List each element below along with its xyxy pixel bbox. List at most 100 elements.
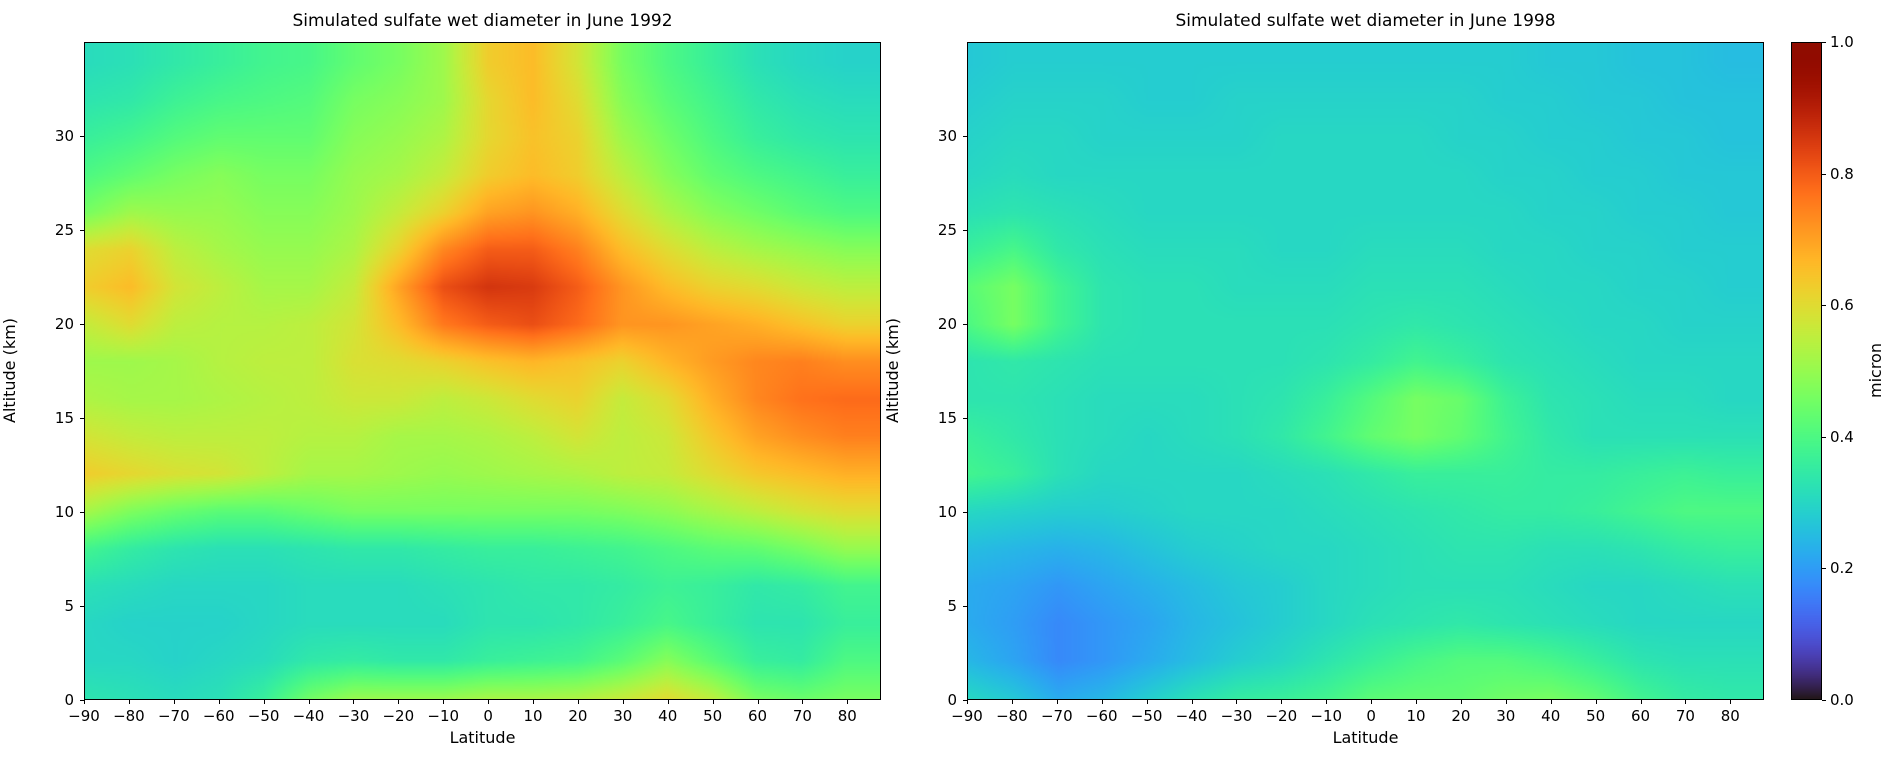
x-tick-label: 50 bbox=[1586, 707, 1606, 725]
x-tick-mark bbox=[353, 700, 355, 704]
x-tick-mark bbox=[1505, 700, 1507, 704]
x-tick-mark bbox=[1191, 700, 1193, 704]
y-tick-mark bbox=[80, 512, 84, 513]
y-tick-label: 5 bbox=[947, 597, 957, 615]
colorbar-tick-label: 0.2 bbox=[1830, 559, 1854, 578]
y-tick-label: 30 bbox=[54, 127, 74, 145]
colorbar-tick-labels: 1.0 0.8 0.6 0.4 0.2 0.0 bbox=[1822, 33, 1882, 709]
x-tick-label: 10 bbox=[1406, 707, 1426, 725]
y-tick-mark bbox=[963, 512, 967, 513]
x-tick-label: 80 bbox=[837, 707, 857, 725]
x-tick-label: −10 bbox=[1310, 707, 1343, 725]
heatmap-1992 bbox=[84, 42, 881, 700]
x-tick-mark bbox=[84, 700, 85, 704]
x-tick-label: 20 bbox=[1451, 707, 1471, 725]
y-tick-label: 5 bbox=[64, 597, 74, 615]
x-tick-label: 60 bbox=[1630, 707, 1651, 725]
y-axis-label-1998: Altitude (km) bbox=[883, 318, 902, 424]
x-tick-label: −90 bbox=[68, 707, 100, 725]
y-tick-label: 25 bbox=[937, 221, 957, 239]
y-tick-label: 30 bbox=[937, 127, 957, 145]
x-tick-mark bbox=[622, 700, 624, 704]
x-tick-mark bbox=[1730, 700, 1732, 704]
x-tick-label: −80 bbox=[996, 707, 1028, 725]
y-tick-label: 20 bbox=[937, 315, 957, 333]
x-tick-mark bbox=[577, 700, 579, 704]
y-tick-label: 0 bbox=[947, 691, 957, 709]
x-axis-label-1998: Latitude bbox=[1332, 728, 1399, 747]
x-tick-mark bbox=[1416, 700, 1417, 704]
x-tick-mark bbox=[1281, 700, 1283, 704]
x-tick-label: −80 bbox=[113, 707, 145, 725]
x-tick-mark bbox=[1640, 700, 1642, 704]
colorbar-tick-mark bbox=[1822, 305, 1826, 307]
colorbar-tick-mark bbox=[1822, 568, 1826, 570]
y-tick-mark bbox=[80, 136, 84, 137]
colorbar-tick-mark bbox=[1822, 42, 1826, 43]
x-tick-mark bbox=[533, 700, 534, 704]
colorbar-tick-label: 1.0 bbox=[1830, 33, 1854, 51]
x-tick-label: −90 bbox=[951, 707, 983, 725]
y-tick-mark bbox=[963, 324, 967, 325]
y-tick-mark bbox=[80, 606, 84, 607]
colorbar: 1.0 0.8 0.6 0.4 0.2 0.0 micron bbox=[1791, 33, 1885, 709]
x-tick-label: 0 bbox=[483, 707, 493, 725]
x-tick-label: 80 bbox=[1720, 707, 1740, 725]
x-tick-labels-1992: −90 −80 −70 −60 −50 −40 −30 −20 −10 0 10 20 30 40 50 60… bbox=[68, 700, 881, 730]
x-tick-mark bbox=[802, 700, 804, 704]
x-tick-label: 0 bbox=[1366, 707, 1376, 725]
x-tick-label: −10 bbox=[427, 707, 460, 725]
colorbar-canvas bbox=[1792, 43, 1821, 699]
heatmap-canvas-1998 bbox=[968, 43, 1763, 699]
x-tick-mark bbox=[398, 700, 400, 704]
x-tick-mark bbox=[308, 700, 310, 704]
x-tick-label: 50 bbox=[703, 707, 723, 725]
x-tick-label: 30 bbox=[1496, 707, 1516, 725]
colorbar-gradient bbox=[1791, 42, 1822, 700]
colorbar-tick-mark bbox=[1822, 700, 1826, 701]
colorbar-tick-mark bbox=[1822, 173, 1826, 175]
colorbar-tick-label: 0.8 bbox=[1830, 164, 1854, 183]
colorbar-tick-mark bbox=[1822, 436, 1826, 438]
y-axis-label-1992: Altitude (km) bbox=[0, 318, 19, 424]
x-tick-mark bbox=[1326, 700, 1328, 704]
x-tick-mark bbox=[1595, 700, 1597, 704]
x-tick-label: 60 bbox=[747, 707, 768, 725]
x-tick-mark bbox=[1371, 700, 1373, 704]
x-tick-mark bbox=[757, 700, 759, 704]
x-tick-mark bbox=[847, 700, 849, 704]
y-tick-mark bbox=[80, 700, 84, 701]
x-tick-label: −60 bbox=[1085, 707, 1118, 725]
x-tick-label: −70 bbox=[157, 707, 190, 725]
y-tick-label: 0 bbox=[64, 691, 74, 709]
heatmap-1998 bbox=[967, 42, 1764, 700]
x-tick-label: −40 bbox=[1175, 707, 1208, 725]
y-tick-label: 25 bbox=[54, 221, 74, 239]
colorbar-tick-label: 0.4 bbox=[1830, 427, 1854, 446]
x-tick-mark bbox=[667, 700, 669, 704]
x-tick-mark bbox=[173, 700, 175, 704]
colorbar-tick-label: 0.6 bbox=[1830, 296, 1854, 315]
x-tick-label: 30 bbox=[613, 707, 633, 725]
x-tick-label: 20 bbox=[568, 707, 588, 725]
x-tick-label: 10 bbox=[523, 707, 543, 725]
y-tick-mark bbox=[963, 606, 967, 607]
heatmap-canvas-1992 bbox=[85, 43, 880, 699]
x-tick-mark bbox=[1236, 700, 1238, 704]
x-tick-mark bbox=[1056, 700, 1058, 704]
y-tick-label: 15 bbox=[937, 409, 957, 427]
x-tick-label: −40 bbox=[292, 707, 325, 725]
y-tick-label: 10 bbox=[54, 503, 74, 521]
x-tick-mark bbox=[1460, 700, 1462, 704]
x-tick-label: −60 bbox=[202, 707, 235, 725]
x-tick-mark bbox=[1011, 700, 1013, 704]
y-tick-mark bbox=[963, 230, 967, 231]
x-tick-label: 70 bbox=[792, 707, 812, 725]
y-tick-mark bbox=[963, 136, 967, 137]
plot-title-1998: Simulated sulfate wet diameter in June 1… bbox=[1175, 11, 1556, 31]
y-tick-mark bbox=[963, 418, 967, 419]
y-tick-mark bbox=[80, 324, 84, 325]
y-tick-mark bbox=[80, 230, 84, 231]
x-tick-mark bbox=[488, 700, 490, 704]
